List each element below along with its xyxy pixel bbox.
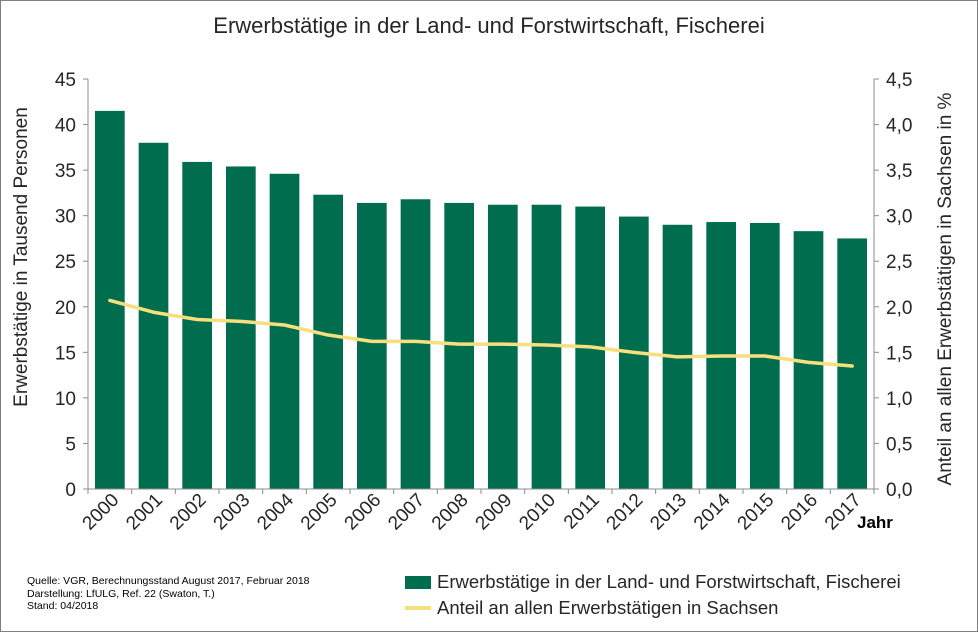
y-left-tick-label: 0 (65, 480, 76, 501)
x-tick-label: 2005 (297, 490, 342, 535)
y-left-tick-label: 45 (55, 70, 76, 91)
y-right-tick-label: 1,0 (886, 389, 912, 410)
chart-title: Erwerbstätige in der Land- und Forstwirt… (213, 13, 764, 38)
y-axis-right-title: Anteil an allen Erwerbstätigen in Sachse… (935, 92, 956, 485)
y-right-tick-label: 2,5 (886, 252, 912, 273)
bar (400, 199, 431, 489)
bar (138, 142, 169, 489)
x-tick-label: 2016 (777, 490, 822, 535)
legend-swatch-bar (405, 575, 431, 589)
x-tick-label: 2012 (603, 490, 648, 535)
y-right-tick-label: 2,0 (886, 298, 912, 319)
bar (182, 161, 213, 489)
y-right-tick-label: 4,0 (886, 116, 912, 137)
source-line: Darstellung: LfULG, Ref. 22 (Swaton, T.) (27, 587, 215, 600)
y-right-tick-label: 1,5 (886, 343, 912, 364)
x-tick-label: 2011 (560, 490, 604, 534)
y-left-tick-label: 30 (55, 207, 76, 228)
x-tick-label: 2015 (734, 490, 779, 535)
bar (444, 202, 475, 489)
legend-label-bars: Erwerbstätige in der Land- und Forstwirt… (437, 571, 901, 592)
x-tick-label: 2004 (253, 489, 298, 534)
x-tick-label: 2006 (341, 490, 386, 535)
x-tick-label: 2003 (210, 490, 255, 535)
legend-item-bars: Erwerbstätige in der Land- und Forstwirt… (405, 569, 901, 595)
share-line (108, 298, 854, 368)
x-tick-label: 2007 (384, 490, 429, 535)
x-tick-label: 2013 (646, 490, 691, 535)
x-tick-label: 2009 (472, 490, 517, 535)
y-left-tick-label: 20 (55, 298, 76, 319)
source-line: Stand: 04/2018 (27, 600, 99, 612)
legend-label-line: Anteil an allen Erwerbstätigen in Sachse… (437, 597, 779, 618)
bar (313, 194, 344, 489)
y-right-tick-label: 0,5 (886, 434, 912, 455)
x-axis-title: Jahr (857, 513, 893, 532)
source-note: Quelle: VGR, Berechnungsstand August 201… (27, 575, 310, 613)
bar (356, 202, 387, 489)
x-tick-label: 2014 (690, 489, 735, 534)
source-line: Quelle: VGR, Berechnungsstand August 201… (27, 575, 310, 587)
x-tick-label: 2000 (79, 490, 124, 535)
y-right-tick-label: 3,5 (886, 161, 912, 182)
legend-item-line: Anteil an allen Erwerbstätigen in Sachse… (405, 595, 901, 621)
legend: Erwerbstätige in der Land- und Forstwirt… (405, 569, 901, 621)
x-tick-label: 2008 (428, 490, 473, 535)
y-left-tick-label: 25 (55, 252, 76, 273)
y-right-tick-label: 0,0 (886, 480, 912, 501)
y-left-tick-label: 15 (55, 343, 76, 364)
x-tick-label: 2002 (166, 490, 211, 535)
x-tick-label: 2010 (515, 490, 560, 535)
bar (225, 166, 256, 489)
y-axis-left-title: Erwerbstätige in Tausend Personen (11, 107, 32, 407)
bar (487, 204, 518, 489)
y-right-tick-label: 4,5 (886, 70, 912, 91)
y-right-tick-label: 3,0 (886, 207, 912, 228)
legend-swatch-line (405, 606, 431, 610)
y-left-tick-label: 35 (55, 161, 76, 182)
plot-area: 0 5 10 15 20 25 30 35 40 45 0,0 0,5 1,0 1,5 2,0 2,5 3,0 3… (55, 70, 913, 534)
y-left-tick-label: 5 (65, 434, 76, 455)
y-left-tick-label: 40 (55, 116, 76, 137)
bar (269, 173, 300, 489)
y-left-tick-label: 10 (55, 389, 76, 410)
x-tick-label: 2001 (122, 490, 167, 535)
